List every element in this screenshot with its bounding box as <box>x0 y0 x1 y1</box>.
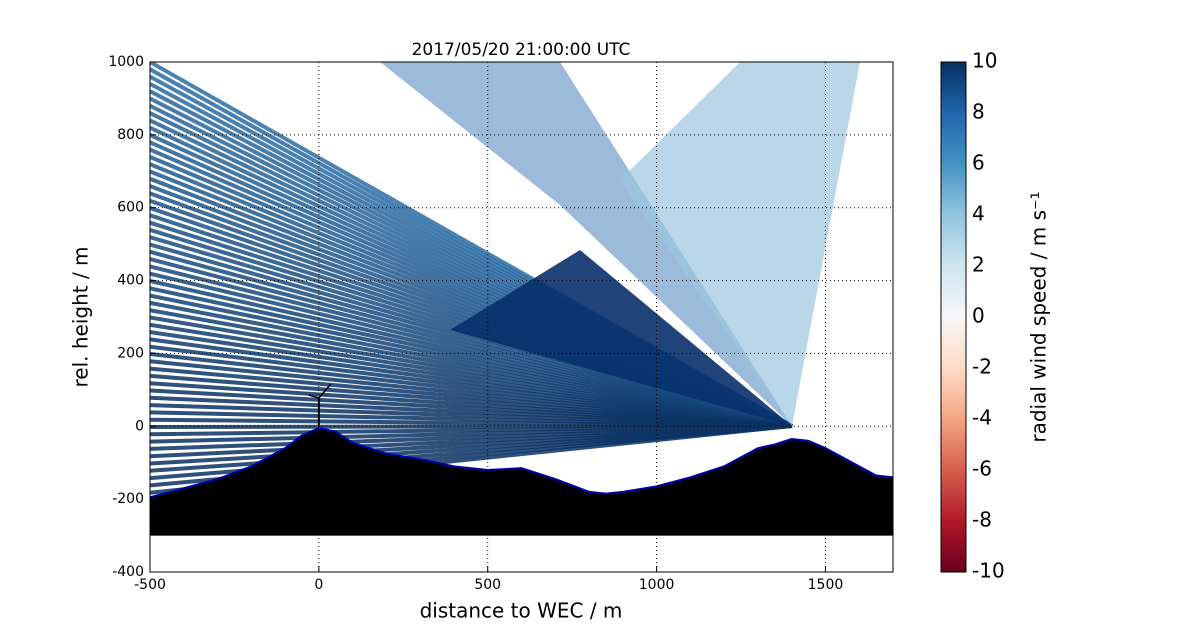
chart-title: 2017/05/20 21:00:00 UTC <box>412 40 631 60</box>
plot-layer <box>150 383 893 536</box>
terrain-area <box>150 428 893 536</box>
x-tick-label: 500 <box>474 577 501 593</box>
colorbar-tick-label: 10 <box>972 49 997 73</box>
scan-field <box>150 62 860 495</box>
turbine-blade <box>318 383 332 399</box>
y-tick-label: 800 <box>117 127 144 143</box>
y-tick-label: 200 <box>117 345 144 361</box>
colorbar-label: radial wind speed / m s⁻¹ <box>1027 191 1051 442</box>
colorbar-tick-label: 0 <box>972 304 985 328</box>
colorbar-tick-label: 8 <box>972 100 985 124</box>
axes: -500 0 500 1000 1500-400-2000200400600800100… <box>108 49 1004 594</box>
colorbar-tick-label: 6 <box>972 151 985 175</box>
y-tick-label: 1000 <box>108 54 144 70</box>
x-tick-label: 1000 <box>639 577 675 593</box>
x-tick-label: -500 <box>134 577 166 593</box>
y-tick-label: 600 <box>117 200 144 216</box>
terrain-line <box>150 427 893 499</box>
colorbar-tick-label: -10 <box>972 559 1005 583</box>
y-tick-label: -400 <box>112 564 144 580</box>
x-tick-label: 0 <box>314 577 323 593</box>
colorbar-tick-label: -4 <box>972 406 992 430</box>
colorbar-tick-label: -6 <box>972 457 992 481</box>
colorbar-tick-label: -2 <box>972 355 992 379</box>
y-tick-label: -200 <box>112 491 144 507</box>
colorbar-tick-label: -8 <box>972 508 992 532</box>
colorbar-tick-label: 4 <box>972 202 985 226</box>
x-tick-label: 1500 <box>808 577 844 593</box>
x-axis-label: distance to WEC / m <box>420 599 623 623</box>
y-tick-label: 0 <box>135 418 144 434</box>
colorbar <box>940 61 967 573</box>
scan-fill <box>620 62 860 426</box>
y-tick-label: 400 <box>117 273 144 289</box>
plot-frame <box>149 61 894 573</box>
turbine-blade <box>308 394 320 399</box>
colorbar-tick-label: 2 <box>972 253 985 277</box>
y-axis-label: rel. height / m <box>69 246 93 387</box>
scan-fill <box>450 250 792 426</box>
